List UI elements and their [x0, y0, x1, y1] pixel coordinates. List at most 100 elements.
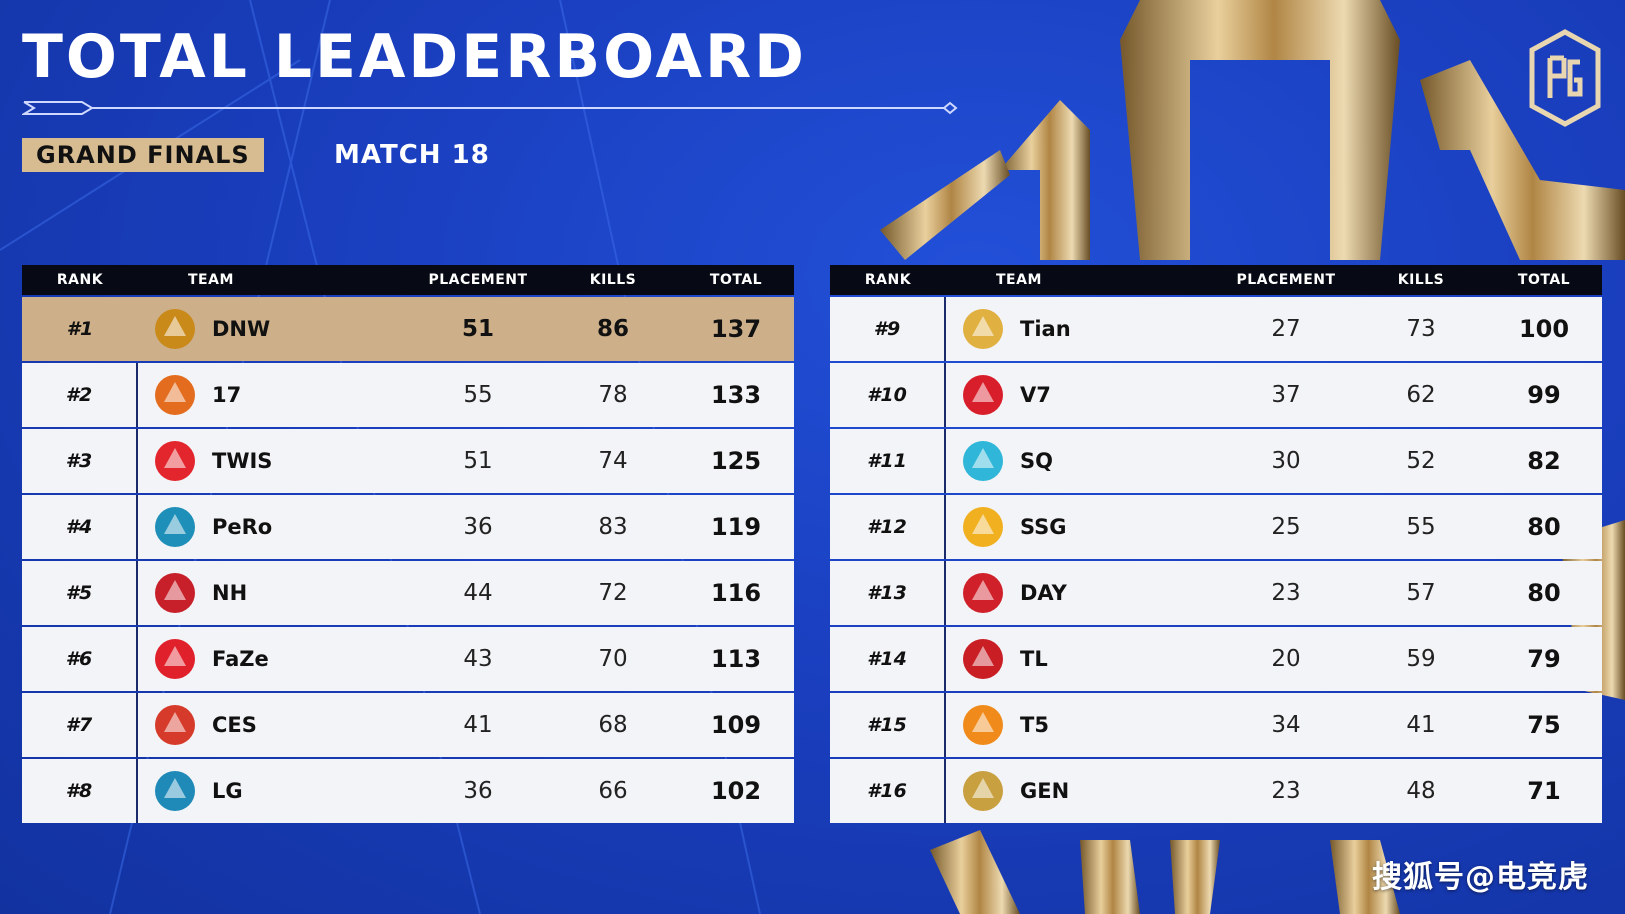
- header-rank: RANK: [56, 272, 104, 288]
- kills-cell: 70: [598, 646, 628, 672]
- team-cell: DAY: [946, 570, 1216, 616]
- gen-logo-icon: [963, 771, 1003, 811]
- team-name: T5: [1020, 713, 1049, 737]
- table-row: #12 SSG 25 55 80: [830, 495, 1602, 559]
- total-cell: 80: [1527, 579, 1561, 607]
- placement-cell: 36: [463, 778, 493, 804]
- placement-cell: 20: [1271, 646, 1301, 672]
- total-cell: 113: [710, 645, 762, 673]
- placement-cell: 25: [1271, 514, 1301, 540]
- header-team: TEAM: [996, 272, 1042, 288]
- kills-cell: 83: [598, 514, 628, 540]
- header-placement: PLACEMENT: [428, 272, 528, 288]
- placement-cell: 37: [1271, 382, 1301, 408]
- total-cell: 133: [710, 381, 762, 409]
- v7-logo-icon: [963, 375, 1003, 415]
- kills-cell: 62: [1406, 382, 1436, 408]
- team-name: DNW: [212, 317, 271, 341]
- ssg-logo-icon: [963, 507, 1003, 547]
- kills-cell: 72: [598, 580, 628, 606]
- rank-cell: #14: [830, 627, 946, 691]
- total-cell: 75: [1527, 711, 1561, 739]
- t5-logo-icon: [963, 705, 1003, 745]
- table-row: #13 DAY 23 57 80: [830, 561, 1602, 625]
- table-row: #16 GEN 23 48 71: [830, 759, 1602, 823]
- team-cell: SSG: [946, 504, 1216, 550]
- pero-logo-icon: [155, 507, 195, 547]
- header-team: TEAM: [188, 272, 234, 288]
- table-body: #1 DNW 51 86 137 #2 17 55 78 133 #3 TWIS 51 74 125 #4 Pe…: [22, 297, 794, 823]
- team-cell: PeRo: [138, 504, 408, 550]
- team-cell: NH: [138, 570, 408, 616]
- team-cell: CES: [138, 702, 408, 748]
- kills-cell: 66: [598, 778, 628, 804]
- rank-cell: #2: [22, 363, 138, 427]
- header-rank: RANK: [864, 272, 912, 288]
- team-cell: SQ: [946, 438, 1216, 484]
- rank-cell: #12: [830, 495, 946, 559]
- kills-cell: 73: [1406, 316, 1436, 342]
- page-title: TOTAL LEADERBOARD: [22, 22, 807, 92]
- total-cell: 119: [710, 513, 762, 541]
- team-cell: T5: [946, 702, 1216, 748]
- table-row: #14 TL 20 59 79: [830, 627, 1602, 691]
- team-name: LG: [212, 779, 243, 803]
- table-body: #9 Tian 27 73 100 #10 V7 37 62 99 #11 SQ 30 52 82 #12 SS…: [830, 297, 1602, 823]
- team-name: SSG: [1020, 515, 1067, 539]
- rank-cell: #11: [830, 429, 946, 493]
- total-cell: 102: [710, 777, 762, 805]
- placement-cell: 43: [463, 646, 493, 672]
- team-name: GEN: [1020, 779, 1070, 803]
- kills-cell: 41: [1406, 712, 1436, 738]
- table-row: #6 FaZe 43 70 113: [22, 627, 794, 691]
- kills-cell: 68: [598, 712, 628, 738]
- total-cell: 71: [1527, 777, 1561, 805]
- sq-logo-icon: [963, 441, 1003, 481]
- rank-cell: #3: [22, 429, 138, 493]
- rank-cell: #13: [830, 561, 946, 625]
- team-name: SQ: [1020, 449, 1053, 473]
- team-name: FaZe: [212, 647, 269, 671]
- team-cell: TWIS: [138, 438, 408, 484]
- kills-cell: 48: [1406, 778, 1436, 804]
- total-cell: 109: [710, 711, 762, 739]
- rank-cell: #10: [830, 363, 946, 427]
- rank-cell: #5: [22, 561, 138, 625]
- team-name: CES: [212, 713, 257, 737]
- stage-badge: GRAND FINALS: [22, 138, 264, 172]
- nh-logo-icon: [155, 573, 195, 613]
- header-kills: KILLS: [589, 272, 637, 288]
- table-row: #4 PeRo 36 83 119: [22, 495, 794, 559]
- team-cell: DNW: [138, 306, 408, 352]
- kills-cell: 59: [1406, 646, 1436, 672]
- table-header: RANK TEAM PLACEMENT KILLS TOTAL: [830, 265, 1602, 295]
- team-name: DAY: [1020, 581, 1067, 605]
- leaderboard-right: RANK TEAM PLACEMENT KILLS TOTAL #9 Tian 27…: [830, 265, 1602, 823]
- rank-cell: #6: [22, 627, 138, 691]
- 17gaming-logo-icon: [155, 375, 195, 415]
- kills-cell: 52: [1406, 448, 1436, 474]
- placement-cell: 41: [463, 712, 493, 738]
- table-row: #15 T5 34 41 75: [830, 693, 1602, 757]
- team-cell: GEN: [946, 768, 1216, 814]
- placement-cell: 34: [1271, 712, 1301, 738]
- total-cell: 82: [1527, 447, 1561, 475]
- lg-logo-icon: [155, 771, 195, 811]
- kills-cell: 55: [1406, 514, 1436, 540]
- twis-logo-icon: [155, 441, 195, 481]
- team-name: TWIS: [212, 449, 273, 473]
- rank-cell: #15: [830, 693, 946, 757]
- kills-cell: 78: [598, 382, 628, 408]
- dnw-logo-icon: [155, 309, 195, 349]
- header-placement: PLACEMENT: [1236, 272, 1336, 288]
- faze-logo-icon: [155, 639, 195, 679]
- table-row: #9 Tian 27 73 100: [830, 297, 1602, 361]
- kills-cell: 86: [596, 316, 629, 342]
- leaderboard-left: RANK TEAM PLACEMENT KILLS TOTAL #1 DNW 51 8…: [22, 265, 794, 823]
- placement-cell: 51: [461, 316, 494, 342]
- table-row: #1 DNW 51 86 137: [22, 297, 794, 361]
- rank-cell: #7: [22, 693, 138, 757]
- team-name: V7: [1020, 383, 1051, 407]
- rank-cell: #8: [22, 759, 138, 823]
